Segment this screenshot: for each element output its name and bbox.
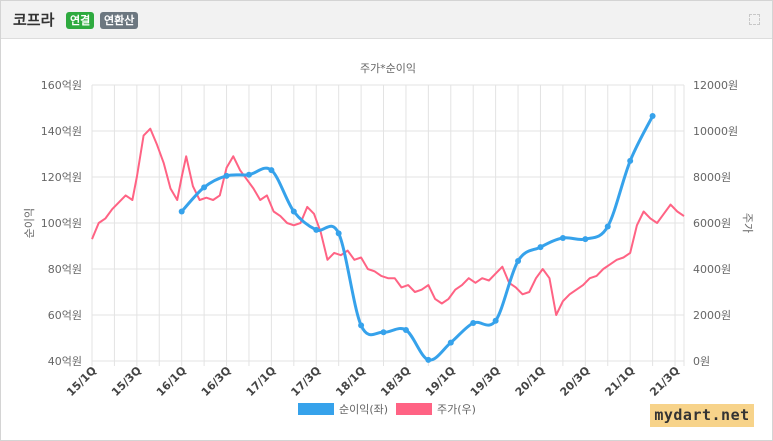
y-right-tick-label: 6000원: [693, 217, 731, 230]
y-left-axis-title: 순이익: [23, 208, 36, 238]
panel-header: 코프라 연결 연환산: [1, 1, 772, 39]
net-income-point: [335, 230, 342, 237]
x-tick-label: 15/1Q: [64, 364, 99, 399]
net-income-point: [178, 208, 185, 215]
y-right-tick-label: 2000원: [693, 309, 731, 322]
legend-swatch-stock-price: [396, 403, 432, 415]
legend-swatch-net-income: [298, 403, 334, 415]
x-tick-label: 20/3Q: [558, 364, 593, 399]
x-tick-label: 16/1Q: [154, 364, 189, 399]
net-income-point: [492, 317, 499, 324]
net-income-point: [358, 322, 365, 329]
net-income-point: [290, 208, 297, 215]
legend-label-stock-price: 주가(우): [437, 403, 476, 416]
expand-icon[interactable]: [749, 14, 760, 25]
net-income-point: [245, 171, 252, 178]
y-left-tick-label: 160억원: [41, 79, 82, 92]
x-tick-label: 19/3Q: [468, 364, 503, 399]
watermark: mydart.net: [650, 404, 754, 427]
y-left-tick-label: 100억원: [41, 217, 82, 230]
net-income-point: [515, 257, 522, 264]
chart-title: 주가*순이익: [360, 62, 416, 75]
net-income-point: [537, 244, 544, 251]
y-right-axis-title: 주가: [741, 213, 754, 233]
y-right-tick-label: 4000원: [693, 263, 731, 276]
y-right-tick-label: 8000원: [693, 171, 731, 184]
net-income-point: [201, 184, 208, 191]
x-tick-label: 19/1Q: [423, 364, 458, 399]
y-right-tick-label: 10000원: [693, 125, 738, 138]
y-left-tick-label: 60억원: [48, 309, 82, 322]
net-income-point: [447, 339, 454, 346]
y-left-tick-label: 140억원: [41, 125, 82, 138]
net-income-point: [380, 329, 387, 336]
net-income-point: [649, 113, 656, 120]
series-line-net-income: [180, 115, 654, 362]
x-tick-label: 21/3Q: [647, 364, 682, 399]
y-left-tick-label: 40억원: [48, 355, 82, 368]
x-tick-label: 18/1Q: [333, 364, 368, 399]
net-income-point: [223, 172, 230, 179]
net-income-point: [268, 167, 275, 174]
x-tick-label: 17/1Q: [244, 364, 279, 399]
company-title: 코프라: [13, 11, 55, 29]
y-left-tick-label: 80억원: [48, 263, 82, 276]
x-tick-label: 15/3Q: [109, 364, 144, 399]
net-income-point: [604, 223, 611, 230]
x-tick-label: 17/3Q: [288, 364, 323, 399]
net-income-point: [559, 234, 566, 241]
annualized-badge[interactable]: 연환산: [100, 12, 139, 29]
net-income-point: [313, 226, 320, 233]
x-tick-label: 20/1Q: [513, 364, 548, 399]
net-income-point: [425, 356, 432, 363]
net-income-point: [402, 326, 409, 333]
series-line-stock-price: [91, 127, 685, 316]
consolidated-badge[interactable]: 연결: [66, 12, 95, 29]
y-left-tick-label: 120억원: [41, 171, 82, 184]
y-right-tick-label: 12000원: [693, 79, 738, 92]
x-tick-label: 21/1Q: [602, 364, 637, 399]
y-right-tick-label: 0원: [693, 355, 710, 368]
net-income-point: [470, 320, 477, 327]
x-tick-label: 18/3Q: [378, 364, 413, 399]
net-income-point: [582, 236, 589, 243]
net-income-point: [627, 157, 634, 164]
x-tick-label: 16/3Q: [199, 364, 234, 399]
legend-label-net-income: 순이익(좌): [339, 403, 388, 416]
